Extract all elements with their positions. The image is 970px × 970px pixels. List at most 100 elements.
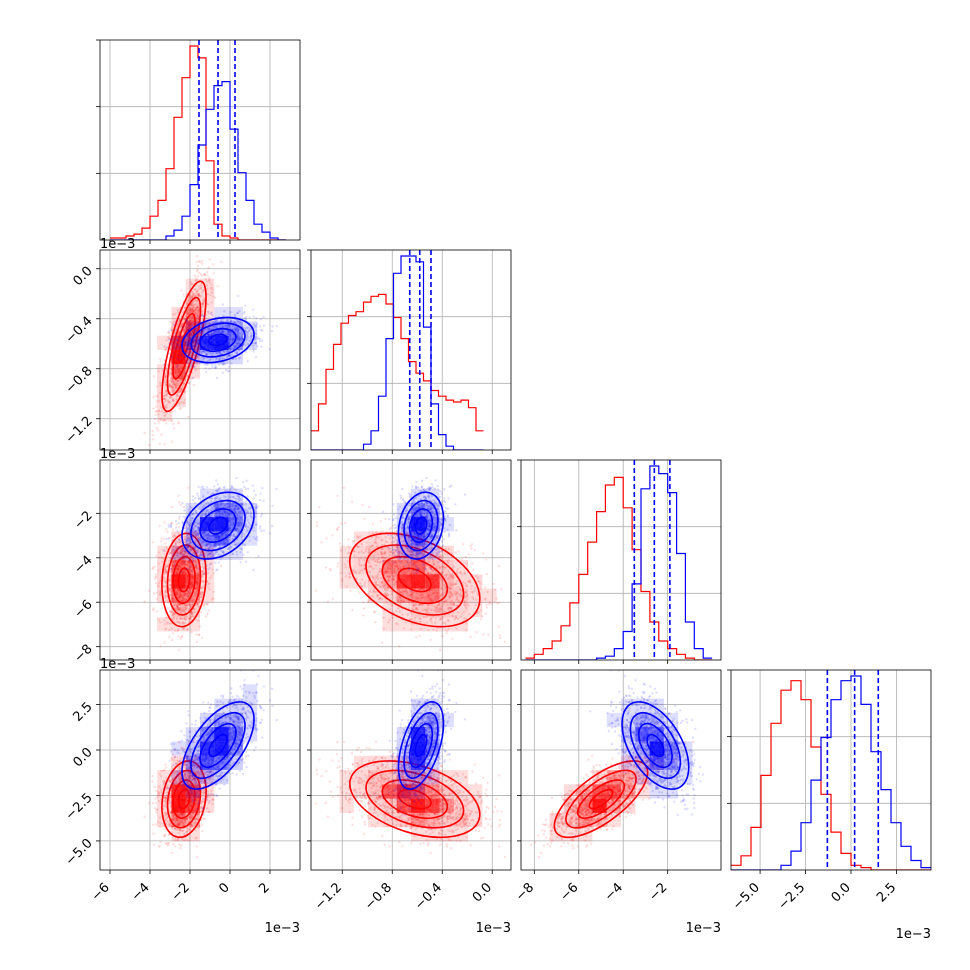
scatter-point: [237, 341, 240, 344]
scatter-point: [230, 353, 233, 356]
scatter-point: [235, 326, 239, 329]
scatter-point: [169, 343, 173, 346]
scatter-point: [198, 260, 202, 264]
scatter-point: [168, 583, 172, 587]
scatter-point: [254, 332, 257, 335]
scatter-point: [196, 309, 200, 312]
scatter-point: [186, 351, 189, 354]
scatter-point: [170, 414, 173, 418]
scatter-point: [220, 352, 223, 356]
scatter-point: [168, 342, 171, 345]
scatter-point: [243, 310, 246, 314]
scatter-point: [187, 339, 191, 342]
scatter-point: [231, 324, 234, 328]
scatter-point: [228, 334, 231, 338]
scatter-point: [187, 415, 190, 419]
scatter-point: [241, 344, 245, 347]
scatter-point: [231, 334, 234, 338]
scatter-point: [244, 304, 247, 307]
density-cell: [200, 292, 215, 308]
scatter-point: [245, 337, 248, 341]
scatter-point: [176, 605, 179, 609]
scatter-point: [252, 315, 255, 318]
scatter-point: [248, 316, 251, 319]
scatter-point: [228, 354, 231, 357]
scatter-point: [182, 627, 186, 630]
scatter-point: [193, 339, 197, 342]
scatter-point: [168, 333, 172, 337]
scatter-point: [158, 442, 161, 445]
scatter-point: [237, 336, 240, 339]
scatter-point: [190, 308, 194, 311]
scatter-point: [184, 305, 187, 308]
scatter-point: [211, 333, 214, 336]
scatter-point: [180, 378, 183, 381]
scatter-point: [236, 351, 239, 354]
scatter-point: [186, 338, 189, 341]
scatter-point: [183, 603, 186, 607]
scatter-point: [194, 329, 197, 332]
scatter-point: [164, 628, 167, 631]
scatter-point: [186, 335, 189, 338]
scatter-point: [246, 331, 249, 334]
scatter-point: [168, 372, 171, 375]
scatter-point: [231, 337, 234, 341]
scatter-point: [207, 333, 211, 336]
scatter-point: [231, 338, 234, 341]
scatter-point: [190, 611, 193, 615]
scatter-point: [259, 492, 262, 495]
scatter-point: [206, 328, 209, 331]
scatter-point: [228, 370, 231, 373]
scatter-point: [169, 356, 173, 359]
scatter-point: [155, 581, 158, 585]
scatter-point: [243, 341, 247, 344]
scatter-point: [218, 351, 221, 355]
scatter-point: [158, 592, 162, 595]
scatter-point: [202, 302, 205, 305]
scatter-point: [183, 553, 186, 556]
scatter-point: [228, 339, 232, 342]
scatter-point: [198, 349, 201, 353]
scatter-point: [195, 567, 199, 570]
histogram-blue: [110, 81, 286, 240]
scatter-point: [177, 608, 181, 611]
panel-1-1: [307, 249, 512, 454]
scatter-point: [227, 331, 230, 334]
scatter-point: [210, 290, 213, 294]
scatter-point: [201, 545, 204, 548]
scatter-point: [196, 341, 200, 344]
scatter-point: [164, 404, 167, 407]
scatter-point: [194, 329, 197, 332]
scatter-point: [184, 314, 188, 318]
scatter-point: [193, 274, 197, 277]
scatter-point: [143, 431, 146, 435]
scatter-point: [191, 316, 194, 320]
scatter-point: [197, 260, 201, 263]
scatter-point: [229, 324, 232, 327]
scatter-point: [275, 325, 278, 328]
scatter-point: [221, 371, 224, 375]
scatter-point: [209, 562, 212, 565]
scatter-point: [176, 608, 179, 612]
scatter-point: [164, 375, 167, 378]
scatter-point: [224, 330, 227, 333]
scatter-point: [197, 346, 200, 350]
scatter-point: [215, 357, 219, 360]
scatter-point: [202, 301, 205, 304]
scatter-point: [166, 331, 170, 335]
scatter-point: [191, 330, 194, 334]
scatter-point: [201, 274, 204, 277]
scatter-point: [221, 363, 224, 366]
scatter-point: [208, 327, 211, 330]
panel-plot-area: [100, 250, 300, 450]
scatter-point: [208, 582, 211, 585]
scatter-point: [182, 329, 185, 332]
scatter-point: [164, 595, 168, 598]
scatter-point: [196, 342, 200, 345]
scatter-point: [206, 612, 209, 615]
scatter-point: [192, 319, 195, 322]
scatter-point: [169, 611, 173, 614]
scatter-point: [230, 341, 233, 344]
scatter-point: [181, 325, 185, 328]
